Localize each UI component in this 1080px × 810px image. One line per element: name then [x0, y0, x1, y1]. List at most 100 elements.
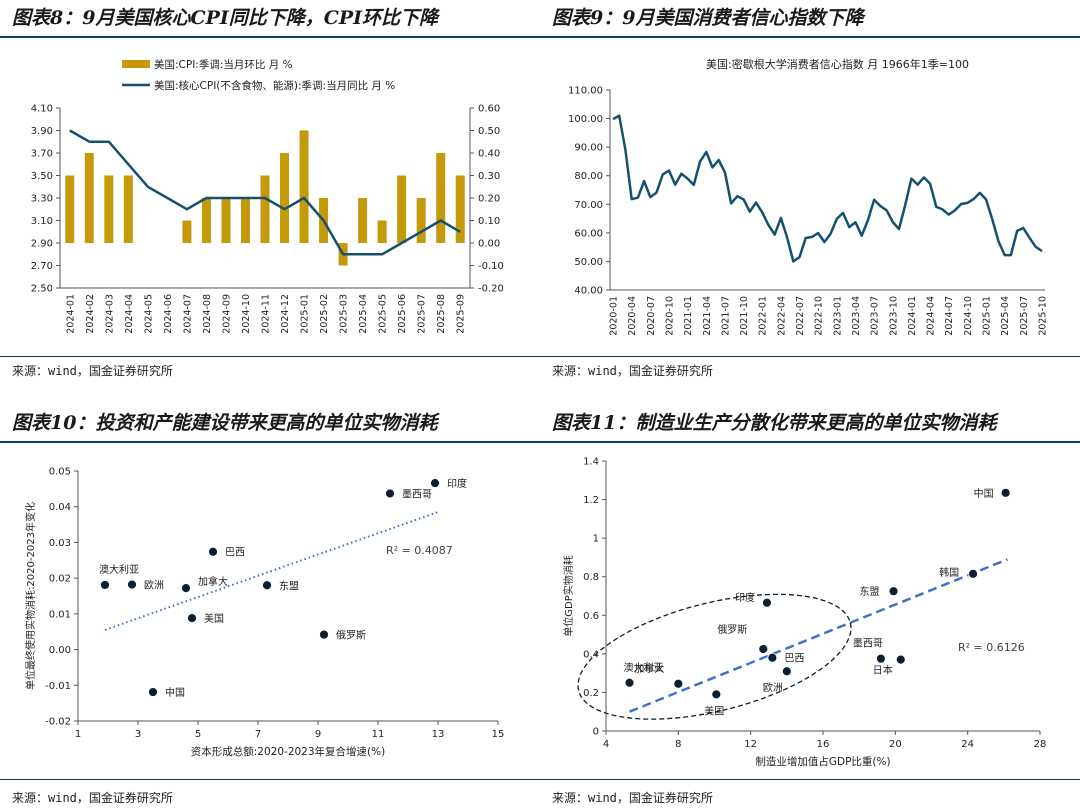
x-tick-label: 3 — [135, 729, 141, 740]
y-right-tick-label: 0.30 — [478, 171, 500, 182]
x-tick-label: 2025-10 — [1038, 296, 1049, 336]
scatter-point — [895, 654, 906, 665]
scatter-point — [758, 644, 769, 654]
trend-line — [104, 511, 439, 631]
source-note: 来源：wind，国金证券研究所 — [552, 791, 713, 805]
x-tick-label: 11 — [372, 729, 385, 740]
x-tick-label: 5 — [195, 729, 201, 740]
chart-title: 图表10：投资和产能建设带来更高的单位实物消耗 — [12, 412, 438, 434]
y-tick-label: 100.00 — [568, 114, 603, 125]
y-tick-label: 1 — [593, 534, 599, 545]
legend-swatch-bar — [122, 60, 150, 68]
x-tick-label: 2023-07 — [870, 296, 881, 336]
scatter-point — [187, 613, 197, 624]
x-tick-label: 2023-04 — [851, 296, 862, 336]
y-left-tick-label: 4.10 — [31, 104, 53, 115]
y-left-tick-label: 3.10 — [31, 216, 53, 227]
x-tick-label: 2024-04 — [926, 296, 937, 336]
scatter-point — [127, 579, 137, 590]
chart-panel-cpi: 图表8：9月美国核心CPI同比下降，CPI环比下降 美国:CPI:季调:当月环比… — [0, 0, 540, 405]
y-tick-label: 0 — [593, 727, 599, 738]
point-label: 韩国 — [939, 566, 959, 579]
chart-panel-manufacturing: 图表11：制造业生产分散化带来更高的单位实物消耗 1.4 1.2 1 0.8 0.6 0.… — [540, 405, 1080, 810]
x-tick-label: 28 — [1034, 739, 1047, 750]
x-tick-label: 2024-07 — [182, 294, 193, 334]
x-tick-label: 2025-05 — [378, 294, 389, 334]
x-tick-label: 2024-11 — [261, 294, 272, 334]
point-label: 日本 — [873, 664, 893, 677]
point-label: 美国 — [704, 704, 724, 717]
x-tick-label: 2020-04 — [627, 296, 638, 336]
trend-line — [629, 558, 1008, 713]
scatter-point — [673, 678, 684, 689]
x-tick-label: 2023-10 — [888, 296, 899, 336]
x-tick-label: 2023-01 — [832, 296, 843, 336]
y-right-tick-label: -0.10 — [478, 261, 504, 272]
title-rule — [540, 36, 1080, 38]
point-label: 巴西 — [784, 653, 804, 665]
x-tick-label: 4 — [603, 739, 609, 750]
x-tick-label: 2022-10 — [814, 296, 825, 336]
x-tick-label: 2025-09 — [456, 294, 467, 334]
x-tick-label: 2025-07 — [417, 294, 428, 334]
y-right-tick-label: 0.20 — [478, 194, 500, 205]
x-tick-label: 2024-03 — [104, 294, 115, 334]
title-rule — [0, 441, 540, 443]
investment-scatter: 0.050.040.030.020.010.00-0.01-0.021 3 5 7 9 1… — [24, 467, 505, 759]
y-axis-title: 单位最终使用实物消耗:2020-2023年变化 — [24, 502, 37, 690]
manufacturing-scatter: 1.4 1.2 1 0.8 0.6 0.4 0.2 04 8 12 16 20 24 28 制造业增加值占G… — [562, 457, 1047, 769]
source-note: 来源：wind，国金证券研究所 — [12, 791, 173, 805]
bar — [182, 220, 192, 243]
x-tick-label: 8 — [675, 739, 681, 750]
chart-panel-sentiment: 图表9：9月美国消费者信心指数下降 美国:密歇根大学消费者信心指数 月 1966… — [540, 0, 1080, 405]
point-label: 俄罗斯 — [717, 623, 747, 636]
y-left-tick-label: 3.90 — [31, 126, 53, 137]
x-tick-label: 2021-10 — [739, 296, 750, 336]
x-tick-label: 2024-05 — [143, 294, 154, 334]
bar — [201, 198, 211, 243]
bar — [260, 175, 270, 243]
bar — [240, 198, 250, 243]
bar — [358, 198, 368, 243]
source-rule — [0, 356, 540, 357]
y-tick-label: 1.2 — [583, 495, 599, 506]
y-tick-label: 0.4 — [583, 649, 599, 660]
x-tick-label: 2020-10 — [664, 296, 675, 336]
point-label: 澳大利亚 — [99, 563, 139, 576]
point-label: 加拿大 — [634, 662, 664, 675]
source-rule — [540, 356, 1080, 357]
scatter-point — [430, 478, 440, 489]
y-left-tick-label: 2.50 — [31, 284, 53, 295]
point-label: 欧洲 — [144, 580, 164, 592]
scatter-point — [181, 583, 191, 594]
scatter-point — [888, 586, 899, 597]
source-rule — [540, 779, 1080, 780]
chart-title: 图表8：9月美国核心CPI同比下降，CPI环比下降 — [12, 7, 439, 29]
y-left-tick-label: 2.90 — [31, 239, 53, 250]
x-tick-label: 16 — [817, 739, 830, 750]
y-tick-label: 50.00 — [574, 257, 603, 268]
y-tick-label: 1.4 — [583, 457, 599, 468]
point-label: 美国 — [204, 612, 224, 625]
bar — [416, 198, 426, 243]
y-tick-label: 0.8 — [583, 572, 599, 583]
y-right-tick-label: 0.50 — [478, 126, 500, 137]
x-tick-label: 7 — [255, 729, 261, 740]
y-left-tick-label: 3.70 — [31, 149, 53, 160]
point-label: 俄罗斯 — [336, 629, 366, 642]
x-tick-label: 12 — [744, 739, 757, 750]
x-tick-label: 9 — [315, 729, 321, 740]
y-right-tick-label: 0.60 — [478, 104, 500, 115]
y-tick-label: 110.00 — [568, 86, 603, 97]
scatter-point — [100, 580, 110, 590]
scatter-point — [319, 629, 329, 640]
scatter-point — [262, 580, 272, 591]
y-tick-label: 0.02 — [49, 574, 71, 585]
chart-panel-investment: 图表10：投资和产能建设带来更高的单位实物消耗 0.05 0.04 0.03 0.02… — [0, 405, 540, 810]
scatter-point — [762, 597, 772, 608]
x-tick-label: 2025-03 — [339, 294, 350, 334]
x-tick-label: 15 — [492, 729, 505, 740]
x-tick-label: 1 — [75, 729, 81, 740]
y-tick-label: -0.02 — [45, 717, 71, 728]
x-tick-label: 24 — [961, 739, 974, 750]
